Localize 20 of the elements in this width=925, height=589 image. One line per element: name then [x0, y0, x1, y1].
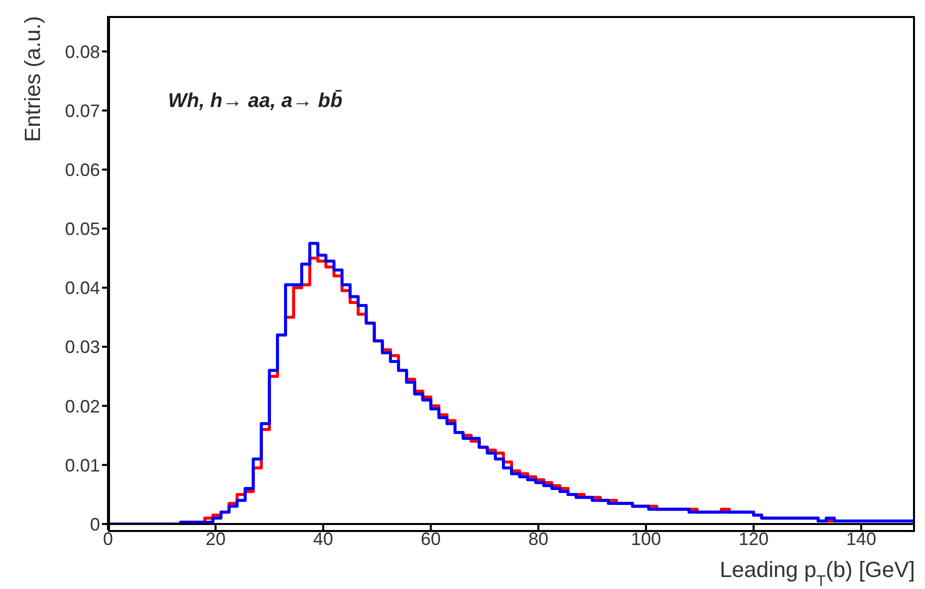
x-tick-label: 100	[630, 528, 662, 549]
x-tick-label: 80	[528, 528, 548, 549]
x-tick-label: 20	[206, 528, 226, 549]
x-tick-label: 60	[420, 528, 441, 549]
y-tick-label: 0.08	[64, 42, 100, 62]
y-tick-label: 0	[90, 514, 100, 534]
y-tick-label: 0.02	[64, 396, 100, 416]
x-tick-label: 120	[738, 528, 769, 549]
y-tick-label: 0.04	[64, 278, 100, 298]
y-tick-label: 0.06	[64, 160, 100, 180]
x-tick-label: 0	[102, 528, 114, 549]
annotation: Wh, h→ aa, a→ bb̄	[168, 90, 342, 113]
x-tick-label: 140	[846, 528, 876, 549]
x-axis-title: Leading p$_{T}$(b) [GeV]	[720, 557, 915, 589]
y-tick-label: 0.05	[64, 219, 100, 240]
y-tick-label: 0.07	[64, 100, 100, 121]
x-tick-label: 40	[313, 528, 334, 549]
y-tick-label: 0.03	[64, 337, 100, 358]
y-axis-title: Entries (a.u.)	[20, 16, 45, 142]
y-tick-label: 0.01	[64, 455, 100, 476]
